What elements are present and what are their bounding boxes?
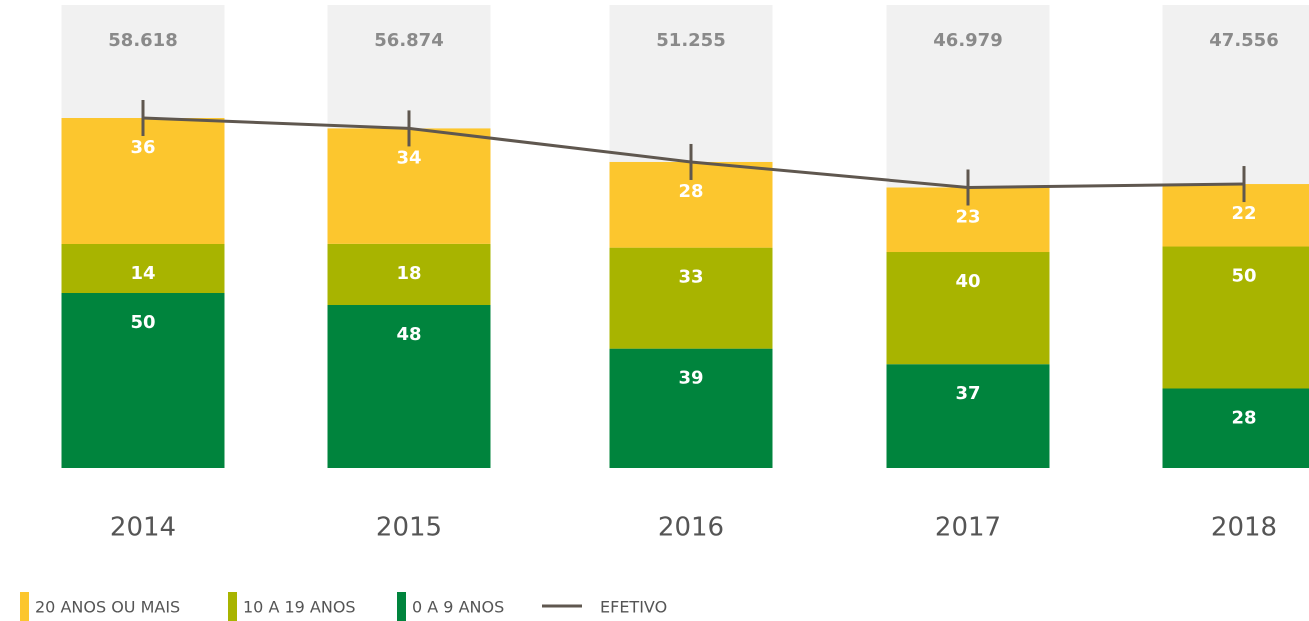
bar-segment <box>609 247 773 349</box>
segment-label: 50 <box>130 312 155 333</box>
total-label: 51.255 <box>656 30 725 51</box>
segment-label: 28 <box>1231 407 1256 428</box>
segment-label: 23 <box>955 206 980 227</box>
legend-swatch <box>228 592 237 621</box>
bar-segment <box>61 244 225 293</box>
legend-label: 10 A 19 ANOS <box>243 598 356 617</box>
bar-segment <box>1162 246 1309 389</box>
bar-segment <box>327 128 491 244</box>
legend-label: 0 A 9 ANOS <box>412 598 504 617</box>
total-label: 56.874 <box>374 30 443 51</box>
x-tick-label: 2016 <box>658 513 724 543</box>
segment-label: 34 <box>396 147 421 168</box>
legend-label: EFETIVO <box>600 598 667 617</box>
segment-label: 48 <box>396 324 421 345</box>
bar-segment <box>61 118 225 244</box>
legend-swatch <box>20 592 29 621</box>
legend-swatch <box>397 592 406 621</box>
segment-label: 39 <box>678 368 703 389</box>
segment-label: 40 <box>955 271 980 292</box>
segment-label: 37 <box>955 383 980 404</box>
segment-label: 50 <box>1231 266 1256 287</box>
bar-segment <box>327 243 491 305</box>
bar-segment <box>327 304 491 468</box>
x-tick-label: 2017 <box>935 513 1001 543</box>
segment-label: 33 <box>678 267 703 288</box>
bar-segment <box>886 364 1050 468</box>
bar-segment <box>61 293 225 468</box>
total-label: 58.618 <box>108 30 177 51</box>
bar-segment <box>1162 184 1309 247</box>
segment-label: 36 <box>130 137 155 158</box>
x-tick-label: 2014 <box>110 513 176 543</box>
bar-segment <box>886 252 1050 365</box>
bar-segment <box>609 348 773 468</box>
x-tick-label: 2018 <box>1211 513 1277 543</box>
segment-label: 14 <box>130 263 155 284</box>
total-label: 47.556 <box>1209 30 1278 51</box>
segment-label: 22 <box>1231 203 1256 224</box>
segment-label: 18 <box>396 263 421 284</box>
total-label: 46.979 <box>933 30 1002 51</box>
segment-label: 28 <box>678 181 703 202</box>
legend-label: 20 ANOS OU MAIS <box>35 598 180 617</box>
bar-segment <box>1162 388 1309 468</box>
x-tick-label: 2015 <box>376 513 442 543</box>
